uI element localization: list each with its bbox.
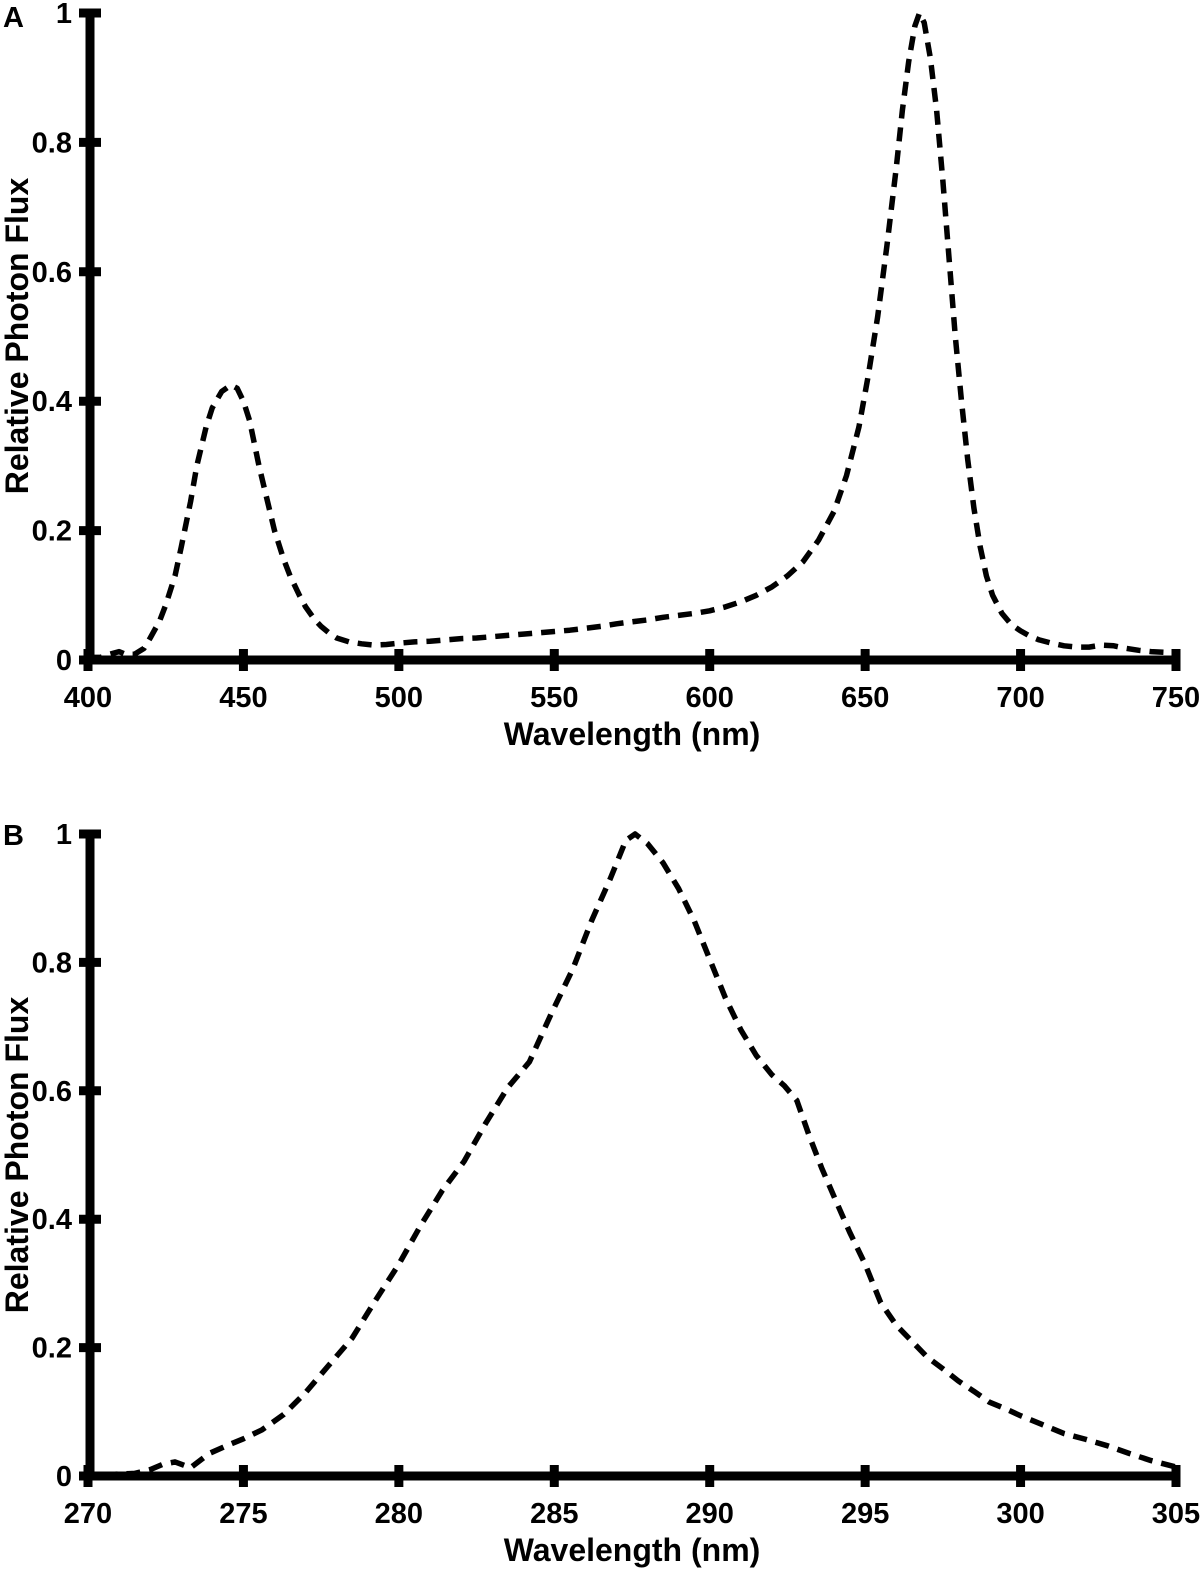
y-tick-label: 0.8 (32, 947, 72, 979)
x-tick-label: 400 (64, 682, 112, 714)
y-tick-label: 0.6 (32, 257, 72, 289)
x-tick-label: 305 (1152, 1498, 1200, 1530)
chart-b-plot: 270 275 280 285 290 295 300 305 0 0.2 0.4 0.6 0.8 1 (32, 819, 1200, 1530)
y-tick-label: 0.2 (32, 1333, 72, 1365)
x-tick-label: 750 (1152, 682, 1200, 714)
x-tick-label: 280 (375, 1498, 423, 1530)
y-tick-label: 0.4 (32, 386, 72, 418)
x-tick-label: 700 (996, 682, 1044, 714)
x-tick-label: 600 (686, 682, 734, 714)
y-tick-label: 0.4 (32, 1204, 72, 1236)
x-tick-label: 500 (375, 682, 423, 714)
spectrum-curve-a (88, 10, 1177, 661)
x-tick-label: 650 (841, 682, 889, 714)
x-tick-label: 300 (996, 1498, 1044, 1530)
chart-a-x-axis-title: Wavelength (nm) (504, 716, 761, 752)
y-tick-label: 0.8 (32, 127, 72, 159)
panel-a-label: A (3, 2, 24, 34)
chart-a-plot: 400 450 500 550 600 650 700 750 0 0.2 0.4 0.6 0.8 1 (32, 0, 1200, 714)
y-tick-label: 0.2 (32, 516, 72, 548)
y-tick-label: 0 (56, 1461, 72, 1493)
y-tick-label: 1 (56, 819, 72, 851)
x-tick-label: 270 (64, 1498, 112, 1530)
x-tick-label: 550 (530, 682, 578, 714)
panel-b-label: B (3, 820, 24, 852)
x-tick-label: 275 (219, 1498, 267, 1530)
y-tick-label: 0 (56, 645, 72, 677)
spectrum-curve-b (103, 831, 1177, 1478)
x-tick-label: 450 (219, 682, 267, 714)
chart-b-y-axis-title: Relative Photon Flux (0, 997, 35, 1314)
x-tick-label: 290 (686, 1498, 734, 1530)
chart-a-y-axis-title: Relative Photon Flux (0, 178, 35, 495)
y-tick-label: 0.6 (32, 1076, 72, 1108)
y-tick-label: 1 (56, 0, 72, 30)
x-tick-label: 295 (841, 1498, 889, 1530)
x-tick-label: 285 (530, 1498, 578, 1530)
chart-b-x-axis-title: Wavelength (nm) (504, 1532, 761, 1568)
